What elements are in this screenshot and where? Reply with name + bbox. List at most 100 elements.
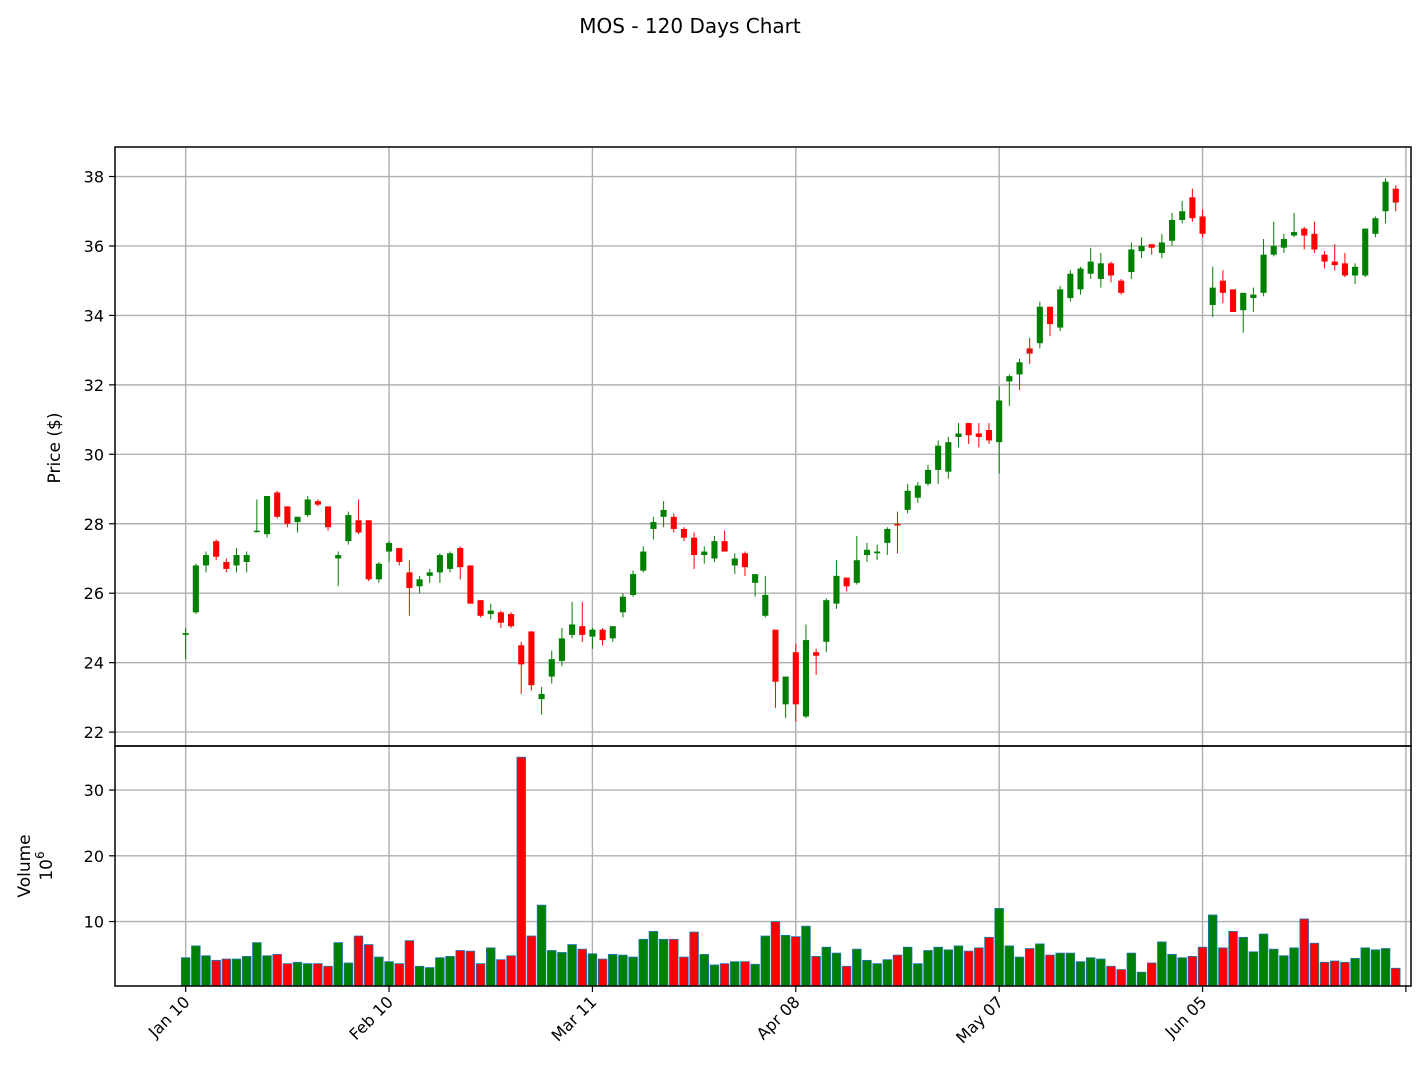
candle-body [1107, 263, 1115, 276]
candle-body [569, 624, 576, 635]
price-tick-label: 38 [84, 168, 104, 187]
volume-bar [231, 958, 242, 987]
volume-bar [374, 956, 384, 987]
volume-bar [669, 938, 679, 987]
candle-body [345, 515, 352, 542]
volume-bar [1218, 947, 1228, 987]
volume-bar [496, 959, 506, 987]
candle-body [894, 523, 901, 526]
volume-bar [424, 967, 435, 987]
candle-body [1067, 273, 1074, 299]
volume-tick-label: 10 [84, 913, 104, 932]
volume-bar [831, 952, 842, 987]
volume-bar [862, 959, 872, 987]
volume-bar [323, 965, 333, 987]
candle-body [935, 445, 942, 470]
volume-bar [801, 925, 811, 987]
candle-body [1291, 232, 1298, 236]
volume-bar [1035, 943, 1045, 987]
price-y-axis: 22 24 26 28 30 32 34 36 38 [84, 168, 115, 742]
volume-bar [567, 944, 577, 987]
volume-y-axis: 10 20 30 [84, 781, 115, 932]
candle-body [1229, 289, 1237, 312]
volume-bar [994, 908, 1004, 987]
candle-body [1097, 263, 1104, 279]
candle-body [650, 522, 657, 529]
volume-bar [526, 935, 537, 987]
candle-body [945, 442, 952, 472]
candle-body [874, 551, 881, 554]
candle-body [955, 433, 962, 437]
x-axis: Jan 10 Feb 10 Mar 11 Apr 08 May 07 Jun 05 [144, 986, 1407, 1047]
volume-bar [1391, 967, 1401, 987]
candle-body [487, 610, 494, 615]
candle-body [1077, 268, 1084, 290]
candle-body [223, 561, 230, 569]
volume-bar [1055, 952, 1065, 987]
volume-bar [1126, 952, 1137, 987]
x-tick-label: Mar 11 [547, 992, 600, 1045]
x-tick-label: Jun 05 [1161, 992, 1211, 1042]
volume-bar [363, 944, 374, 987]
candle-body [1026, 348, 1033, 354]
volume-bar [313, 963, 323, 987]
candle-body [914, 485, 921, 498]
x-tick-label: Jan 10 [144, 992, 194, 1042]
candle-body [1168, 219, 1176, 241]
volume-bar [191, 945, 201, 987]
volume-bar [740, 961, 750, 987]
price-y-axis-title: Price ($) [45, 413, 65, 484]
candle-body [619, 596, 626, 613]
volume-label: Volume [15, 834, 35, 897]
candle-body [1331, 261, 1338, 266]
candle-body [243, 555, 250, 562]
candle-body [1158, 242, 1165, 253]
candle-body [670, 516, 677, 529]
candle-body [467, 565, 474, 604]
volume-bar [262, 955, 272, 987]
volume-bar [486, 947, 496, 987]
candle-body [609, 626, 616, 639]
candle-body [965, 423, 972, 436]
candle-body [1036, 306, 1043, 344]
candle-body [1250, 294, 1257, 299]
volume-bar [1380, 948, 1391, 987]
candle-body [1382, 181, 1389, 212]
price-tick-label: 28 [84, 515, 104, 534]
volume-bar [638, 938, 648, 987]
volume-bar [953, 945, 964, 987]
candle-body [1046, 306, 1054, 325]
volume-bar [1248, 951, 1259, 987]
volume-bar [1228, 931, 1238, 987]
candle-body [416, 579, 423, 587]
volume-bar [475, 963, 486, 987]
candle-body [1189, 197, 1196, 219]
volume-bar [1085, 957, 1096, 987]
candle-body [792, 652, 799, 705]
candle-body [1240, 292, 1247, 311]
candle-body [599, 629, 606, 641]
candle-body [1118, 280, 1125, 293]
volume-bar [1258, 933, 1269, 987]
volume-bar [902, 946, 913, 987]
volume-bar [760, 935, 771, 987]
volume-bar [536, 904, 547, 987]
candle-body [1301, 228, 1308, 236]
price-grid [115, 147, 1411, 746]
volume-bar [892, 954, 903, 987]
candle-body [335, 555, 342, 559]
volume-bar [577, 948, 587, 987]
candle-body [1280, 239, 1287, 248]
candle-body [813, 652, 820, 656]
volume-bar [1146, 962, 1157, 987]
volume-y-axis-title: Volume 106 [15, 834, 57, 897]
candle-body [284, 506, 291, 524]
volume-bar [597, 958, 608, 987]
volume-bar [1167, 954, 1177, 987]
candle-body [1362, 228, 1369, 276]
candle-body [1311, 233, 1318, 250]
candle-body [904, 490, 911, 510]
candle-body [1372, 218, 1379, 234]
price-panel-frame [114, 146, 1412, 747]
volume-bar [770, 921, 781, 987]
